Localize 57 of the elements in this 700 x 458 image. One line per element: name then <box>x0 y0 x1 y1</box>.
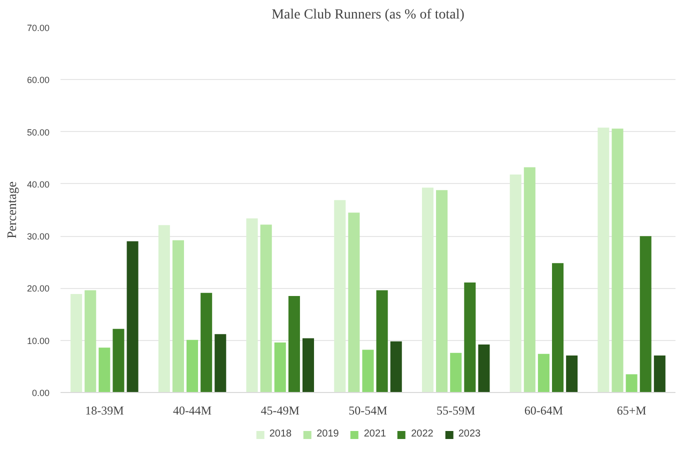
legend-label: 2019 <box>316 428 339 440</box>
bar <box>288 296 300 392</box>
bar <box>302 338 314 392</box>
y-tick-label: 60.00 <box>26 75 50 86</box>
chart-title: Male Club Runners (as % of total) <box>272 8 465 22</box>
bar <box>626 374 638 392</box>
x-tick-label: 45-49M <box>260 404 300 418</box>
bar <box>362 350 374 392</box>
legend-label: 2022 <box>411 428 434 440</box>
bar <box>214 334 226 392</box>
bar <box>186 340 198 392</box>
bar <box>98 348 110 392</box>
bar <box>112 328 124 392</box>
bar <box>334 200 346 392</box>
bar <box>552 263 564 392</box>
bar <box>654 355 666 392</box>
legend-label: 2023 <box>458 428 481 440</box>
bar <box>612 128 624 392</box>
bar <box>640 236 652 392</box>
y-tick-label: 50.00 <box>26 127 50 138</box>
bar <box>478 344 490 392</box>
bar <box>566 355 578 392</box>
y-tick-label: 40.00 <box>26 179 50 190</box>
bar <box>464 282 476 392</box>
y-axis-title: Percentage <box>4 181 19 239</box>
bar <box>274 342 286 392</box>
x-tick-label: 18-39M <box>85 404 124 418</box>
bar <box>598 128 610 392</box>
x-tick-label: 55-59M <box>436 404 476 418</box>
bar <box>376 290 388 392</box>
bar <box>510 174 522 392</box>
bar <box>158 225 170 392</box>
bar <box>70 294 82 392</box>
y-tick-label: 0.00 <box>32 388 50 398</box>
y-tick-label: 30.00 <box>26 232 50 242</box>
bar <box>84 290 96 392</box>
bar <box>246 218 258 392</box>
x-tick-label: 50-54M <box>348 404 388 418</box>
bar <box>348 212 360 392</box>
x-tick-label: 60-64M <box>524 404 564 418</box>
bar <box>390 341 402 392</box>
bar <box>538 354 550 392</box>
x-tick-label: 40-44M <box>172 404 212 418</box>
bar <box>436 190 448 392</box>
bar <box>422 188 434 392</box>
legend-label: 2021 <box>364 428 386 440</box>
bar <box>450 352 462 392</box>
bar <box>126 241 138 392</box>
bar <box>172 240 184 392</box>
x-tick-label: 65+M <box>616 404 647 418</box>
y-tick-label: 10.00 <box>26 336 50 346</box>
bar <box>200 292 212 392</box>
y-tick-label: 70.00 <box>26 23 50 33</box>
y-tick-label: 20.00 <box>26 284 50 294</box>
legend-label: 2018 <box>269 428 292 440</box>
bar <box>260 224 272 392</box>
bar <box>524 167 536 392</box>
